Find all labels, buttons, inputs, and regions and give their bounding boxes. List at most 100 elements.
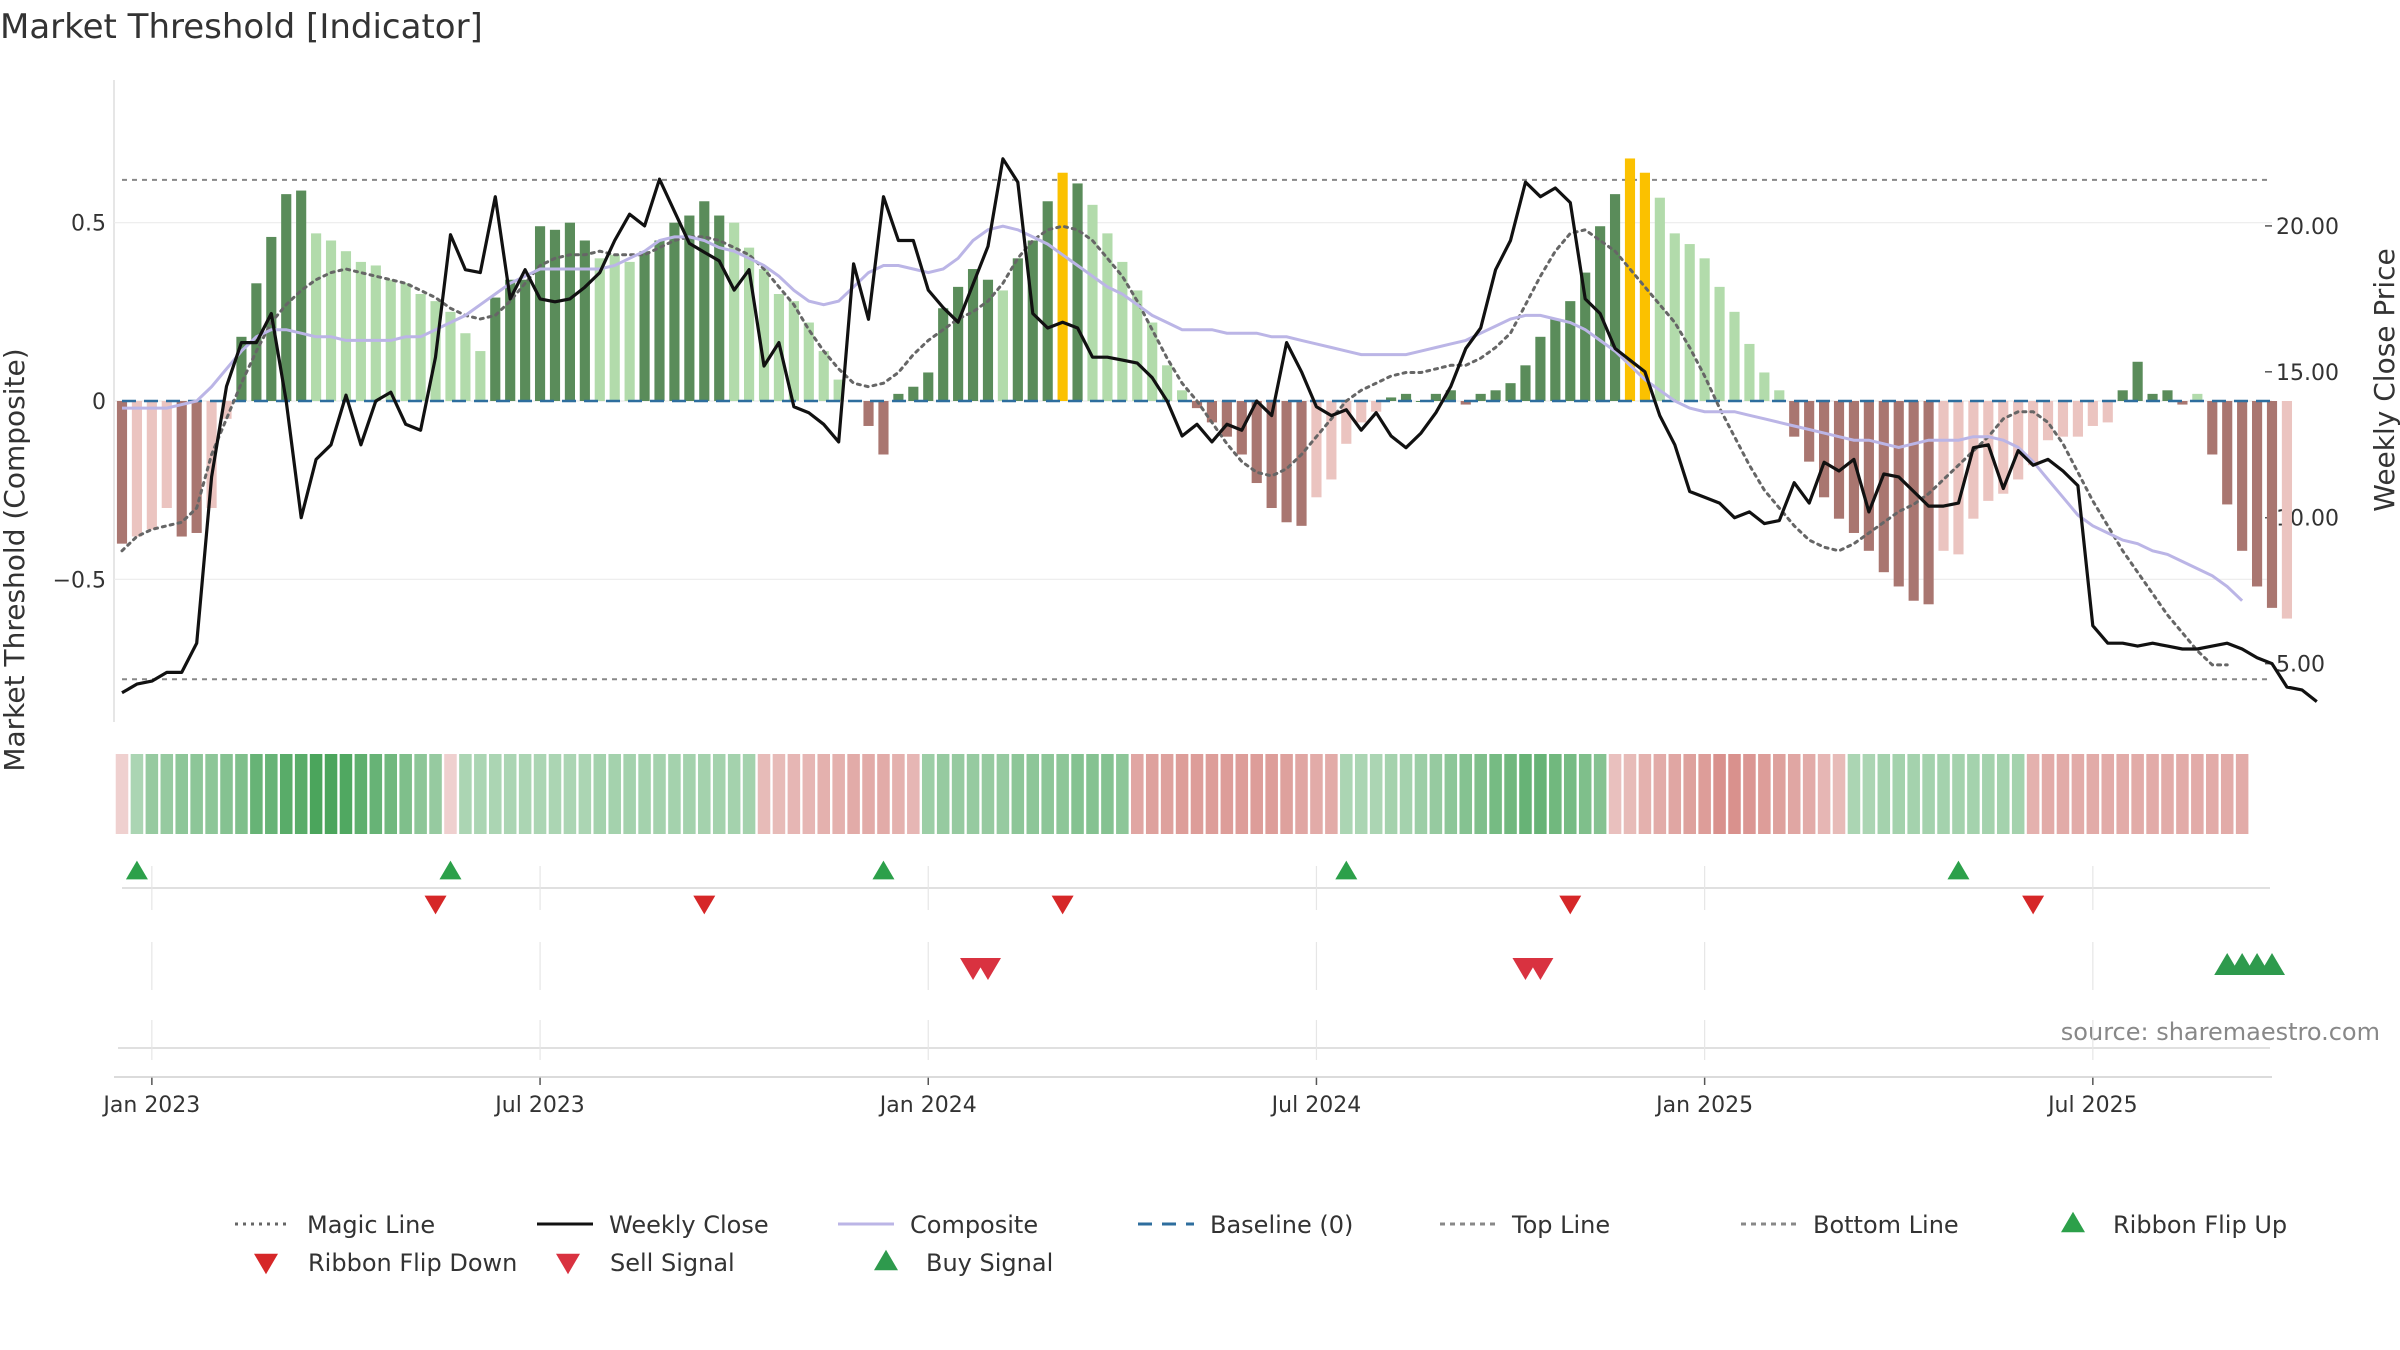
ribbon-cell — [1444, 754, 1458, 834]
composite-bar — [221, 401, 232, 419]
composite-bar — [1102, 233, 1113, 401]
ribbon-cell — [339, 754, 353, 834]
ribbon-cell — [2176, 754, 2189, 834]
composite-bar — [1266, 401, 1277, 508]
composite-bar — [788, 301, 799, 401]
composite-bar — [505, 279, 516, 401]
composite-bar — [534, 226, 546, 401]
ribbon-cell — [981, 754, 995, 834]
ribbon-cell — [2026, 754, 2040, 834]
ribbon-cell — [862, 754, 875, 834]
ribbon-cell — [653, 754, 666, 834]
composite-bar — [2237, 401, 2248, 551]
composite-bar — [714, 215, 725, 401]
composite-bar — [2192, 393, 2203, 401]
ribbon-cell — [727, 754, 741, 834]
composite-bar — [1804, 401, 1815, 462]
composite-bar — [2251, 401, 2263, 587]
composite-bar — [1072, 183, 1083, 401]
ribbon-cell — [1743, 754, 1756, 834]
ribbon-cell — [623, 754, 636, 834]
composite-bar — [953, 286, 964, 401]
ribbon-cell — [1787, 754, 1801, 834]
ribbon-cell — [936, 754, 950, 834]
ribbon-cell — [1683, 754, 1696, 834]
composite-bar — [2281, 401, 2293, 619]
ribbon-cell — [2041, 754, 2055, 834]
ribbon-cell — [1728, 754, 1741, 834]
composite-bar — [1609, 194, 1621, 401]
composite-bar — [2177, 401, 2188, 405]
ribbon-cell — [847, 754, 860, 834]
composite-bar — [1953, 401, 1964, 555]
composite-bar — [131, 401, 143, 537]
composite-bar — [1505, 383, 1516, 401]
ribbon-flip-down-marker — [1559, 895, 1582, 915]
composite-bar — [1968, 401, 1979, 519]
composite-bar — [1774, 390, 1785, 401]
ribbon-cell — [474, 754, 487, 834]
ribbon-cell — [593, 754, 607, 834]
ribbon-cell — [488, 754, 502, 834]
composite-bar — [1490, 390, 1501, 401]
ribbon-cell — [1175, 754, 1189, 834]
legend-label: Buy Signal — [926, 1249, 1053, 1277]
composite-bar — [938, 308, 949, 401]
composite-bar — [490, 297, 501, 401]
ribbon-cell — [429, 754, 442, 834]
composite-bar — [1520, 365, 1531, 401]
ribbon-panel — [115, 754, 2249, 834]
composite-bar — [893, 393, 904, 401]
ribbon-cell — [742, 754, 756, 834]
ribbon-cell — [1758, 754, 1771, 834]
composite-bar — [1386, 397, 1397, 401]
ribbon-cell — [1026, 754, 1040, 834]
ribbon-cell — [1384, 754, 1398, 834]
ribbon-cell — [1802, 754, 1816, 834]
composite-bar — [1789, 401, 1800, 437]
composite-bar — [1311, 401, 1322, 498]
ribbon-flip-up-marker — [1947, 860, 1970, 880]
composite-bar — [2042, 401, 2054, 441]
composite-bar — [669, 222, 680, 401]
ribbon-cell — [1922, 754, 1935, 834]
composite-bar — [609, 254, 620, 401]
composite-bar — [1848, 401, 1860, 533]
ribbon-cell — [951, 754, 965, 834]
ribbon-flip-down-marker — [2022, 895, 2045, 915]
legend-label: Baseline (0) — [1210, 1211, 1353, 1239]
legend-label: Magic Line — [307, 1211, 435, 1239]
ribbon-cell — [1877, 754, 1891, 834]
ribbon-cell — [892, 754, 905, 834]
ribbon-cell — [1190, 754, 1204, 834]
x-tick-label: Jan 2023 — [101, 1093, 200, 1118]
ribbon-cell — [1519, 754, 1532, 834]
ribbon-cell — [2131, 754, 2144, 834]
composite-bar — [460, 333, 471, 401]
ribbon-cell — [444, 754, 457, 834]
ribbon-cell — [2146, 754, 2159, 834]
left-tick-label: 0 — [92, 390, 106, 415]
composite-bar — [2266, 401, 2278, 608]
legend-swatch — [254, 1253, 278, 1275]
composite-bar — [1744, 343, 1755, 401]
ribbon-cell — [384, 754, 398, 834]
weekly-close-line — [121, 157, 2318, 703]
composite-bar — [639, 251, 650, 401]
ribbon-flip-up-marker — [125, 860, 148, 880]
legend-swatch — [874, 1249, 898, 1271]
ribbon-cell — [1967, 754, 1980, 834]
ribbon-cell — [1653, 754, 1667, 834]
ribbon-cell — [1623, 754, 1637, 834]
composite-bar — [1565, 301, 1576, 401]
ribbon-cell — [2011, 754, 2025, 834]
ribbon-cell — [757, 754, 771, 834]
composite-bar — [236, 336, 247, 401]
ribbon-cell — [265, 754, 278, 834]
composite-bar — [833, 379, 844, 401]
composite-bar — [1460, 401, 1471, 405]
ribbon-cell — [638, 754, 651, 834]
ribbon-cell — [1713, 754, 1726, 834]
sell-signal-marker — [974, 957, 1001, 981]
composite-bar — [520, 279, 531, 401]
